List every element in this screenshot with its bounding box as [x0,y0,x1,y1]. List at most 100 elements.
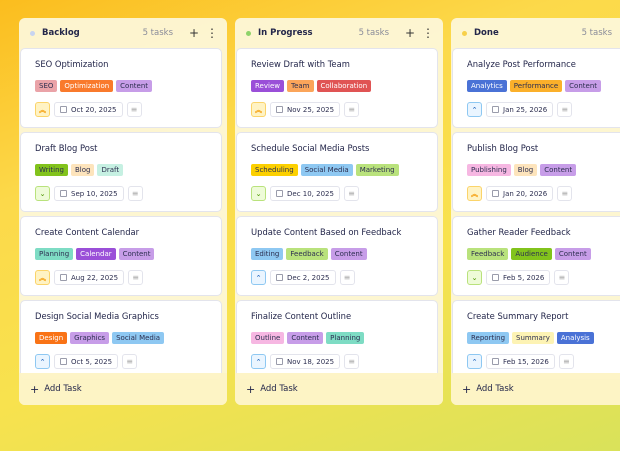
notes-icon[interactable]: ≡ [127,186,143,201]
calendar-icon [492,190,499,197]
due-date-text: Sep 10, 2025 [71,189,118,198]
priority-low-icon[interactable]: ⌄ [467,270,482,285]
task-card[interactable]: Create Summary Report Reporting Summary An… [452,300,620,380]
due-date-text: Nov 18, 2025 [287,357,335,366]
tag: Editing [251,248,284,260]
tag-list: Planning Calendar Content [35,248,221,260]
task-count: 5 tasks [142,28,173,38]
priority-low-icon[interactable]: ⌄ [251,186,266,201]
task-card[interactable]: Create Content Calendar Planning Calendar… [20,216,222,296]
tag: Graphics [70,332,110,344]
notes-icon[interactable]: ≡ [558,354,574,369]
tag: Analytics [467,80,507,92]
tag: Feedback [467,248,509,260]
calendar-icon [492,274,499,281]
tag: Feedback [286,248,328,260]
due-date[interactable]: Nov 18, 2025 [270,354,341,369]
due-date[interactable]: Jan 25, 2026 [486,102,554,117]
task-title: Publish Blog Post [467,143,539,153]
tag: Publishing [467,164,511,176]
add-task-label: Add Task [476,384,514,394]
calendar-icon [60,190,67,197]
due-date[interactable]: Oct 5, 2025 [54,354,119,369]
priority-medium-icon[interactable]: ⌃ [467,102,482,117]
add-task-button[interactable]: + Add Task [451,373,620,405]
task-card[interactable]: Publish Blog Post Publishing Blog Content … [452,132,620,212]
due-date[interactable]: Nov 25, 2025 [270,102,341,117]
tag: Content [116,80,153,92]
tag: Planning [35,248,74,260]
due-date[interactable]: Feb 5, 2026 [486,270,551,285]
notes-icon[interactable]: ≡ [339,270,355,285]
task-card[interactable]: Analyze Post Performance Analytics Perfor… [452,48,620,128]
priority-low-icon[interactable]: ⌄ [35,186,50,201]
due-date-text: Jan 20, 2026 [503,189,548,198]
tag: Performance [509,80,563,92]
more-options-icon[interactable]: ⋮ [422,26,434,40]
task-card[interactable]: SEO Optimization SEO Optimization Content … [20,48,222,128]
tag-list: Scheduling Social Media Marketing [251,164,437,176]
priority-high-icon[interactable]: ︽ [35,102,50,117]
tag: Optimization [60,80,114,92]
tag: Content [554,248,591,260]
add-icon[interactable]: + [404,26,416,40]
task-count: 5 tasks [358,28,389,38]
add-icon[interactable]: + [188,26,200,40]
plus-icon: + [462,382,472,396]
tag-list: Publishing Blog Content [467,164,620,176]
tag-list: Writing Blog Draft [35,164,221,176]
priority-medium-icon[interactable]: ⌃ [467,354,482,369]
due-date[interactable]: Feb 15, 2026 [486,354,555,369]
notes-icon[interactable]: ≡ [344,102,360,117]
task-card[interactable]: Finalize Content Outline Outline Content P… [236,300,438,380]
task-card[interactable]: Draft Blog Post Writing Blog Draft ⌄ Sep 1… [20,132,222,212]
tag: Social Media [300,164,353,176]
priority-medium-icon[interactable]: ⌃ [251,354,266,369]
tag: Design [35,332,68,344]
due-date[interactable]: Dec 10, 2025 [270,186,340,201]
calendar-icon [276,274,283,281]
column-in-progress: In Progress 5 tasks + ⋮ Review Draft wit… [235,18,443,405]
task-card[interactable]: Schedule Social Media Posts Scheduling So… [236,132,438,212]
priority-medium-icon[interactable]: ⌃ [35,354,50,369]
tag: Collaboration [316,80,372,92]
calendar-icon [492,106,499,113]
status-dot-icon [462,30,467,36]
add-task-button[interactable]: + Add Task [235,373,443,405]
due-date[interactable]: Jan 20, 2026 [486,186,554,201]
due-date[interactable]: Sep 10, 2025 [54,186,124,201]
priority-high-icon[interactable]: ︽ [467,186,482,201]
notes-icon[interactable]: ≡ [343,186,359,201]
due-date[interactable]: Oct 20, 2025 [54,102,123,117]
task-title: SEO Optimization [35,59,109,69]
due-date[interactable]: Aug 22, 2025 [54,270,125,285]
task-card[interactable]: Design Social Media Graphics Design Graph… [20,300,222,380]
task-card[interactable]: Gather Reader Feedback Feedback Audience C… [452,216,620,296]
due-date-text: Nov 25, 2025 [287,105,335,114]
notes-icon[interactable]: ≡ [554,270,570,285]
notes-icon[interactable]: ≡ [122,354,138,369]
more-options-icon[interactable]: ⋮ [206,26,218,40]
notes-icon[interactable]: ≡ [557,102,573,117]
task-title: Schedule Social Media Posts [251,143,370,153]
column-done: Done 5 tasks Analyze Post Performance An… [451,18,620,405]
column-title: In Progress [258,28,313,38]
add-task-button[interactable]: + Add Task [19,373,227,405]
tag-list: Editing Feedback Content [251,248,437,260]
due-date[interactable]: Dec 2, 2025 [270,270,336,285]
due-date-text: Dec 10, 2025 [287,189,334,198]
tag-list: SEO Optimization Content [35,80,221,92]
priority-high-icon[interactable]: ︽ [251,102,266,117]
tag: Reporting [467,332,510,344]
tag-list: Analytics Performance Content [467,80,620,92]
notes-icon[interactable]: ≡ [557,186,573,201]
notes-icon[interactable]: ≡ [128,270,144,285]
notes-icon[interactable]: ≡ [344,354,360,369]
tag: Outline [251,332,285,344]
task-card[interactable]: Update Content Based on Feedback Editing… [236,216,438,296]
notes-icon[interactable]: ≡ [126,102,142,117]
tag-list: Feedback Audience Content [467,248,620,260]
priority-medium-icon[interactable]: ⌃ [251,270,266,285]
task-card[interactable]: Review Draft with Team Review Team Collabo… [236,48,438,128]
priority-high-icon[interactable]: ︽ [35,270,50,285]
